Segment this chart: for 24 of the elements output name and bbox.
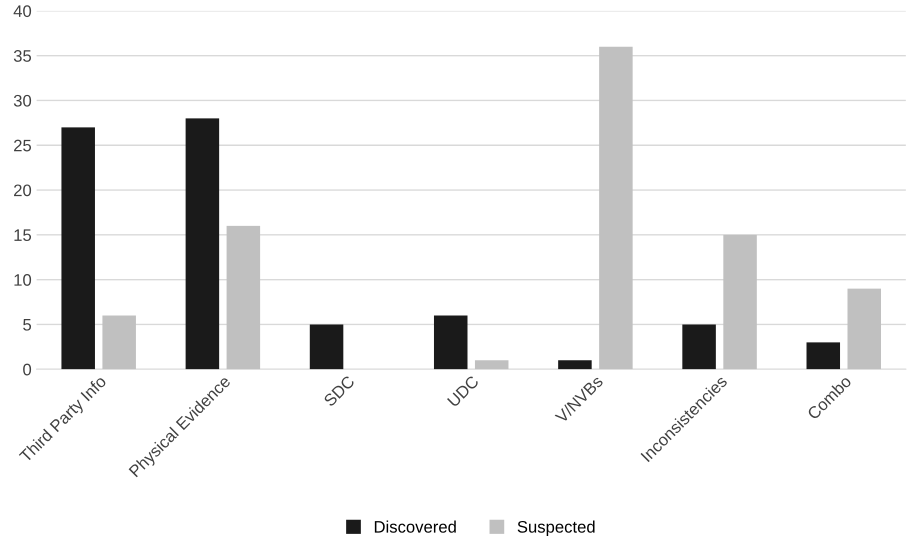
legend-label: Suspected bbox=[518, 520, 595, 536]
y-tick-label: 40 bbox=[14, 5, 32, 18]
y-tick-label: 30 bbox=[14, 94, 32, 107]
y-tick-label: 10 bbox=[14, 274, 32, 286]
bar bbox=[226, 226, 260, 370]
y-tick-label: 15 bbox=[14, 229, 32, 242]
bar bbox=[474, 360, 508, 370]
y-tick-label: 25 bbox=[14, 140, 32, 152]
legend-label: Discovered bbox=[374, 520, 456, 533]
y-tick-label: 20 bbox=[14, 184, 32, 196]
bar bbox=[310, 324, 344, 370]
y-tick-label: 5 bbox=[23, 319, 32, 331]
bar bbox=[558, 360, 592, 370]
bar bbox=[847, 288, 882, 370]
bar bbox=[434, 315, 468, 370]
bar bbox=[723, 234, 757, 370]
y-tick-label: 0 bbox=[23, 364, 32, 376]
bar bbox=[186, 118, 220, 370]
bar bbox=[599, 46, 633, 370]
bar bbox=[102, 315, 136, 370]
y-tick-label: 35 bbox=[14, 50, 32, 62]
bar bbox=[61, 127, 95, 370]
bar bbox=[806, 342, 840, 370]
bar bbox=[682, 324, 716, 370]
